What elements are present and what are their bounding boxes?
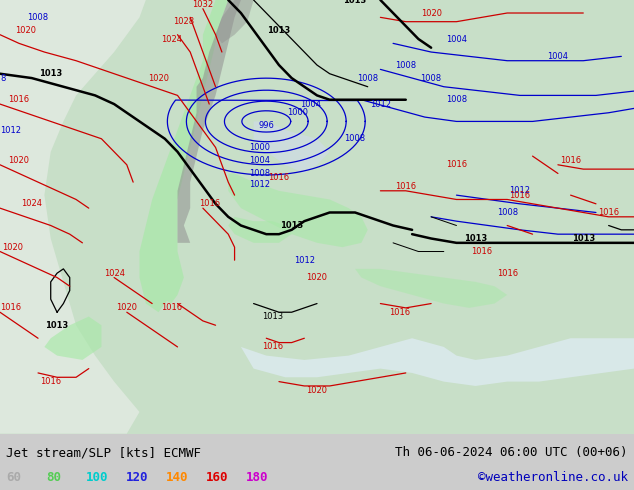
Text: 1004: 1004 [300, 99, 321, 109]
Text: 1013: 1013 [268, 26, 290, 35]
Text: 1020: 1020 [148, 74, 169, 82]
Text: 100: 100 [86, 471, 108, 484]
Text: 1013: 1013 [464, 234, 487, 243]
Text: Th 06-06-2024 06:00 UTC (00+06): Th 06-06-2024 06:00 UTC (00+06) [395, 446, 628, 459]
Text: 1016: 1016 [560, 156, 581, 165]
Text: 1016: 1016 [268, 173, 290, 182]
Text: 1000: 1000 [287, 108, 309, 117]
Text: 1032: 1032 [192, 0, 214, 9]
Text: 120: 120 [126, 471, 148, 484]
Text: 1016: 1016 [160, 303, 182, 313]
Text: 996: 996 [258, 121, 275, 130]
Text: 1013: 1013 [262, 312, 283, 321]
Polygon shape [228, 173, 368, 247]
Text: 1004: 1004 [547, 52, 569, 61]
Polygon shape [178, 0, 241, 243]
Text: 1008: 1008 [249, 169, 271, 178]
Text: 8: 8 [0, 74, 5, 82]
Text: 1008: 1008 [344, 134, 366, 143]
Text: 1016: 1016 [509, 191, 531, 199]
Text: 1020: 1020 [306, 386, 328, 395]
Polygon shape [216, 0, 254, 44]
Text: 1013: 1013 [39, 69, 62, 78]
Text: 1016: 1016 [496, 269, 518, 278]
Text: 1016: 1016 [8, 95, 30, 104]
Text: 1024: 1024 [21, 199, 42, 208]
Text: 180: 180 [246, 471, 268, 484]
Text: 1008: 1008 [395, 61, 417, 70]
Text: 1012: 1012 [249, 180, 271, 189]
Text: 1020: 1020 [116, 303, 138, 313]
Text: 1024: 1024 [160, 34, 182, 44]
Text: ©weatheronline.co.uk: ©weatheronline.co.uk [477, 471, 628, 484]
Text: 1008: 1008 [27, 13, 49, 22]
Text: 160: 160 [206, 471, 228, 484]
Polygon shape [241, 338, 634, 386]
Text: 1016: 1016 [0, 303, 21, 313]
Text: 1020: 1020 [420, 8, 442, 18]
Text: 1016: 1016 [389, 308, 410, 317]
Polygon shape [44, 317, 101, 360]
Text: 1013: 1013 [572, 234, 595, 243]
Text: 1013: 1013 [280, 221, 303, 230]
Polygon shape [254, 122, 330, 173]
Polygon shape [355, 269, 507, 308]
Text: Jet stream/SLP [kts] ECMWF: Jet stream/SLP [kts] ECMWF [6, 446, 202, 459]
Polygon shape [139, 0, 228, 312]
Polygon shape [0, 0, 146, 434]
Text: 1024: 1024 [103, 269, 125, 278]
Text: 1008: 1008 [446, 95, 467, 104]
Text: 1020: 1020 [15, 26, 36, 35]
Text: 1016: 1016 [598, 208, 619, 217]
Text: 1028: 1028 [173, 17, 195, 26]
Text: 1008: 1008 [420, 74, 442, 82]
Text: 1012: 1012 [370, 99, 391, 109]
Text: 1012: 1012 [509, 186, 531, 196]
Text: 1020: 1020 [2, 243, 23, 252]
Polygon shape [228, 217, 292, 243]
Text: 1004: 1004 [446, 34, 467, 44]
Text: 60: 60 [6, 471, 22, 484]
Text: 1020: 1020 [8, 156, 30, 165]
Text: 1013: 1013 [46, 321, 68, 330]
Text: 1012: 1012 [294, 256, 315, 265]
Text: 1013: 1013 [344, 0, 366, 4]
Text: 1016: 1016 [198, 199, 220, 208]
Text: 80: 80 [46, 471, 61, 484]
Text: 1004: 1004 [249, 156, 271, 165]
Text: 1016: 1016 [40, 377, 61, 386]
Text: 1012: 1012 [0, 125, 21, 135]
Text: 1008: 1008 [357, 74, 378, 82]
Text: 1020: 1020 [306, 273, 328, 282]
Text: 1016: 1016 [446, 160, 467, 169]
Text: 1016: 1016 [395, 182, 417, 191]
Text: 1000: 1000 [249, 143, 271, 152]
Text: 1016: 1016 [262, 343, 283, 351]
Text: 1008: 1008 [496, 208, 518, 217]
Text: 140: 140 [166, 471, 188, 484]
Text: 1016: 1016 [471, 247, 493, 256]
